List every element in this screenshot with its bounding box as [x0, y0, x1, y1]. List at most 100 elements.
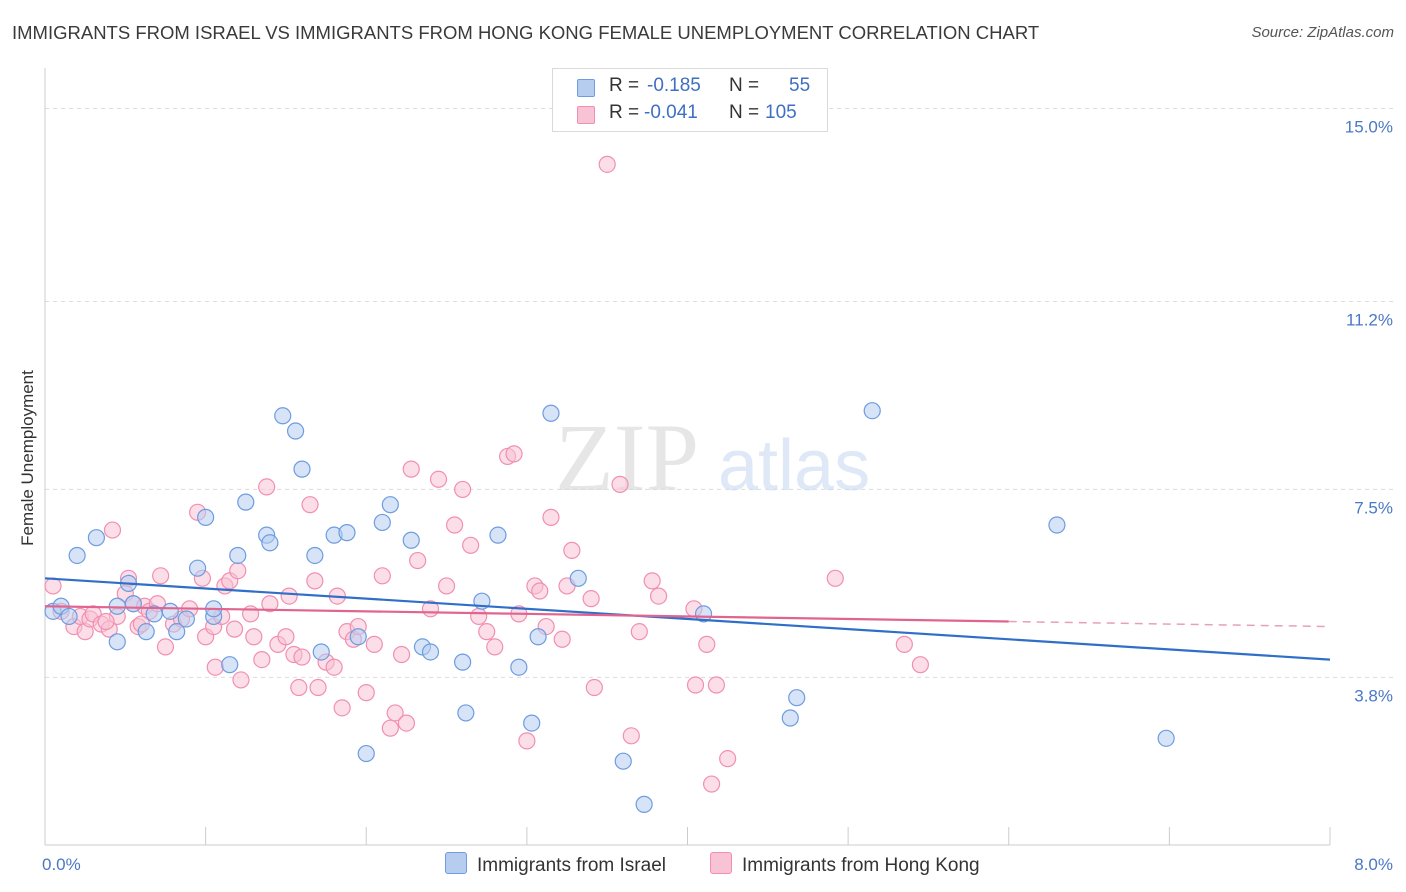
- n-label: N =: [729, 102, 760, 123]
- point-hong-kong: [325, 658, 343, 676]
- point-israel: [529, 628, 547, 646]
- point-israel: [542, 404, 560, 422]
- point-israel: [229, 546, 247, 565]
- axes: [44, 68, 1331, 846]
- legend-swatch-israel: [445, 852, 467, 874]
- point-hong-kong: [630, 623, 648, 641]
- point-hong-kong: [719, 750, 737, 768]
- point-israel: [177, 610, 195, 628]
- point-hong-kong: [649, 587, 668, 605]
- point-hong-kong: [622, 727, 640, 745]
- trend-lines: [44, 577, 1331, 661]
- point-hong-kong: [392, 645, 411, 664]
- point-hong-kong: [373, 567, 391, 585]
- point-israel: [523, 714, 541, 732]
- point-hong-kong: [386, 704, 404, 722]
- r-label: R =: [609, 102, 640, 123]
- point-hong-kong: [409, 551, 427, 570]
- point-hong-kong: [611, 475, 629, 493]
- point-israel: [373, 513, 391, 532]
- legend-item-hong-kong: Immigrants from Hong Kong: [710, 852, 980, 877]
- point-hong-kong: [277, 628, 295, 646]
- point-hong-kong: [437, 577, 456, 595]
- tick-labels: 3.8% 7.5% 11.2% 15.0% 0.0% 8.0%: [42, 117, 1393, 874]
- point-hong-kong: [293, 648, 311, 666]
- point-hong-kong: [225, 620, 244, 638]
- point-hong-kong: [357, 684, 375, 702]
- point-hong-kong: [253, 650, 271, 669]
- legend-item-israel: Immigrants from Israel: [445, 852, 666, 877]
- point-hong-kong: [531, 582, 549, 600]
- point-hong-kong: [258, 478, 276, 496]
- n-value: 55: [789, 75, 811, 96]
- point-israel: [569, 569, 587, 587]
- point-israel: [781, 709, 799, 727]
- point-hong-kong: [206, 658, 224, 676]
- point-israel: [381, 496, 399, 514]
- point-hong-kong: [309, 678, 327, 697]
- point-israel: [306, 546, 324, 565]
- point-hong-kong: [518, 732, 536, 750]
- point-hong-kong: [280, 587, 298, 605]
- point-israel: [124, 595, 142, 613]
- point-israel: [694, 605, 713, 623]
- point-hong-kong: [381, 719, 399, 737]
- x-tick-label: 0.0%: [42, 855, 81, 874]
- n-label: N =: [729, 75, 760, 96]
- trend-line-hong-kong-extension: [1008, 620, 1331, 628]
- point-israel: [168, 623, 186, 641]
- point-hong-kong: [553, 630, 571, 648]
- point-hong-kong: [229, 562, 247, 580]
- point-hong-kong: [478, 623, 496, 641]
- point-israel: [108, 633, 126, 651]
- point-israel: [293, 460, 311, 478]
- legend-label-israel: Immigrants from Israel: [477, 855, 666, 876]
- point-israel: [68, 546, 86, 565]
- y-tick-label: 7.5%: [1354, 498, 1393, 517]
- point-hong-kong: [97, 612, 115, 631]
- y-tick-label: 15.0%: [1345, 117, 1393, 136]
- point-hong-kong: [542, 508, 560, 526]
- point-israel: [221, 656, 239, 674]
- y-tick-label: 3.8%: [1354, 686, 1393, 705]
- watermark: ZIP atlas: [555, 404, 870, 511]
- point-israel: [261, 534, 279, 552]
- legend-swatch-israel: [577, 79, 595, 97]
- legend-row-israel: R = -0.185 N = 55: [553, 75, 827, 101]
- data-points: [44, 155, 1175, 813]
- series-legend: Immigrants from Israel Immigrants from H…: [0, 852, 1406, 878]
- point-hong-kong: [707, 676, 726, 694]
- point-hong-kong: [365, 635, 383, 653]
- point-hong-kong: [585, 678, 603, 697]
- point-hong-kong: [911, 656, 930, 674]
- watermark-zip: ZIP: [555, 404, 699, 511]
- point-hong-kong: [152, 567, 170, 585]
- point-hong-kong: [232, 671, 250, 689]
- point-hong-kong: [44, 577, 62, 595]
- point-israel: [349, 628, 367, 646]
- r-label: R =: [609, 75, 640, 96]
- point-israel: [457, 704, 475, 722]
- x-tick-label: 8.0%: [1354, 855, 1393, 874]
- point-hong-kong: [895, 635, 913, 653]
- point-israel: [137, 623, 155, 641]
- watermark-atlas: atlas: [718, 426, 870, 506]
- point-israel: [788, 689, 806, 707]
- point-hong-kong: [598, 155, 616, 173]
- point-hong-kong: [486, 638, 504, 656]
- point-israel: [421, 643, 440, 661]
- point-israel: [274, 407, 292, 425]
- trend-line-hong-kong: [44, 605, 1009, 623]
- point-israel: [510, 658, 528, 676]
- source-label: Source: ZipAtlas.com: [1251, 24, 1394, 41]
- point-israel: [635, 795, 653, 813]
- point-hong-kong: [470, 607, 488, 626]
- point-israel: [614, 752, 632, 770]
- point-israel: [1157, 729, 1175, 747]
- point-israel: [60, 607, 78, 626]
- point-hong-kong: [643, 572, 661, 590]
- point-israel: [454, 653, 472, 671]
- r-value: -0.185: [647, 75, 701, 96]
- point-hong-kong: [462, 536, 480, 554]
